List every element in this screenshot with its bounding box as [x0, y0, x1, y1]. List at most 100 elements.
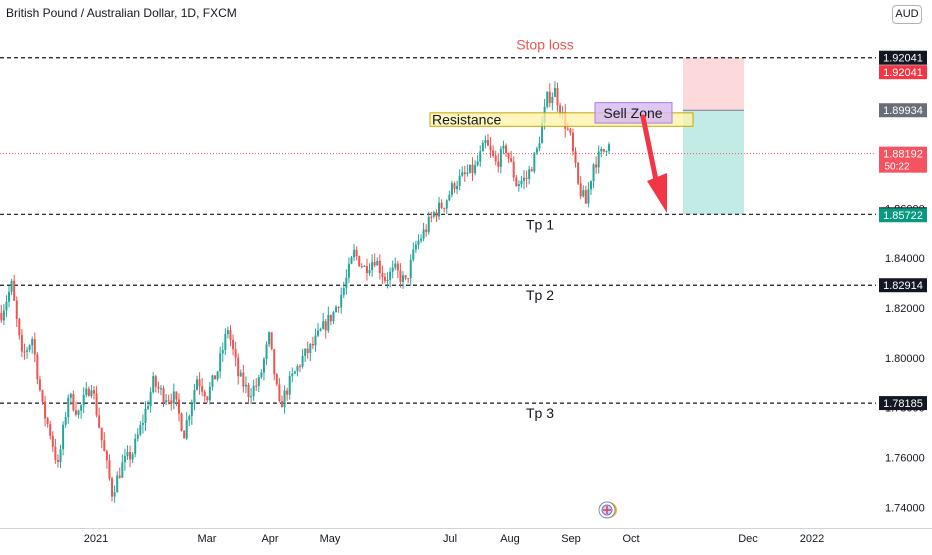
candle-body	[530, 169, 533, 172]
candle	[373, 253, 376, 268]
candle-body	[234, 349, 237, 358]
candle	[512, 156, 515, 182]
candle-body	[100, 427, 103, 441]
candle	[234, 341, 237, 367]
x-tick-label: May	[320, 533, 341, 545]
time-axis[interactable]	[0, 528, 932, 550]
candle-body	[577, 162, 580, 184]
candle	[154, 374, 157, 393]
candle-body	[569, 129, 572, 133]
candle-body	[185, 420, 188, 439]
candle	[422, 222, 425, 242]
candle	[505, 143, 507, 157]
candle	[270, 332, 273, 351]
candle-body	[255, 385, 258, 387]
candle-body	[332, 312, 335, 322]
label-tp1: Tp 1	[526, 216, 554, 232]
candle-body	[270, 332, 273, 350]
candle-body	[556, 88, 559, 106]
candle-body	[353, 249, 356, 258]
candle	[368, 263, 371, 276]
candle-body	[515, 177, 518, 187]
candle	[299, 364, 301, 372]
candle-body	[497, 161, 500, 167]
candle	[72, 390, 75, 412]
candle-body	[311, 343, 314, 346]
candle	[108, 454, 111, 481]
candle	[273, 348, 276, 381]
candle	[201, 378, 204, 397]
candle	[304, 348, 307, 362]
candle-body	[131, 454, 134, 460]
price-tag-bg	[879, 146, 927, 173]
candle-body	[440, 202, 443, 209]
candle	[224, 328, 227, 356]
candle	[111, 476, 114, 502]
candle	[136, 428, 139, 442]
candle	[82, 387, 85, 414]
candle-body	[141, 422, 144, 425]
candle-body	[299, 366, 301, 368]
annotations: Resistance Sell Zone Stop loss Tp 1 Tp 2 Tp 3	[429, 37, 694, 421]
candle-body	[476, 161, 479, 166]
price-tags: 1.920411.857591.829141.781851.920411.899…	[879, 50, 927, 411]
candle-body	[468, 164, 471, 173]
x-tick-label: Jul	[443, 533, 457, 545]
candle-body	[445, 200, 448, 209]
currency-button[interactable]: AUD	[892, 5, 922, 24]
candle-body	[244, 384, 247, 387]
candle	[553, 81, 556, 98]
candle-body	[458, 175, 461, 186]
price-axis[interactable]	[876, 0, 932, 528]
candle	[453, 181, 456, 193]
candle-body	[275, 374, 278, 385]
candle	[193, 384, 196, 411]
candle-body	[203, 391, 206, 397]
candle-body	[108, 460, 111, 479]
candle-body	[62, 424, 65, 450]
candle-body	[363, 266, 366, 268]
candle-body	[414, 244, 417, 250]
candle	[268, 331, 271, 347]
candle-body	[144, 408, 147, 423]
candle	[548, 83, 551, 108]
candles	[0, 81, 610, 503]
candle	[77, 409, 80, 419]
candle	[494, 150, 497, 166]
candle-body	[23, 351, 26, 353]
candle	[214, 375, 217, 380]
candle-body	[474, 165, 477, 174]
candle-body	[69, 393, 72, 398]
candle-body	[8, 291, 11, 302]
candle-body	[471, 164, 474, 174]
candle	[427, 211, 430, 235]
candle-body	[407, 278, 410, 280]
candle	[237, 353, 240, 385]
candle	[157, 381, 160, 394]
candle	[123, 448, 126, 471]
candle-body	[56, 459, 59, 463]
price-tag-bg	[879, 103, 927, 118]
candle	[324, 318, 327, 339]
candle	[0, 304, 3, 323]
position-tool[interactable]	[683, 57, 744, 215]
candle	[311, 336, 314, 350]
y-tick-label: 1.76000	[885, 453, 925, 465]
candle	[489, 137, 492, 158]
candle	[528, 165, 531, 185]
candle	[95, 385, 98, 418]
candle	[468, 164, 471, 174]
candle	[582, 185, 585, 198]
candle	[85, 382, 88, 398]
candle-body	[402, 275, 404, 282]
candle-body	[152, 376, 155, 393]
label-stop_loss: Stop loss	[516, 37, 574, 53]
candle	[507, 152, 510, 164]
candle-body	[38, 379, 41, 391]
sell-zone	[594, 102, 673, 124]
candle-body	[365, 266, 368, 274]
tradingview-logo-icon[interactable]	[598, 501, 617, 519]
x-tick-label: Sep	[561, 533, 581, 545]
